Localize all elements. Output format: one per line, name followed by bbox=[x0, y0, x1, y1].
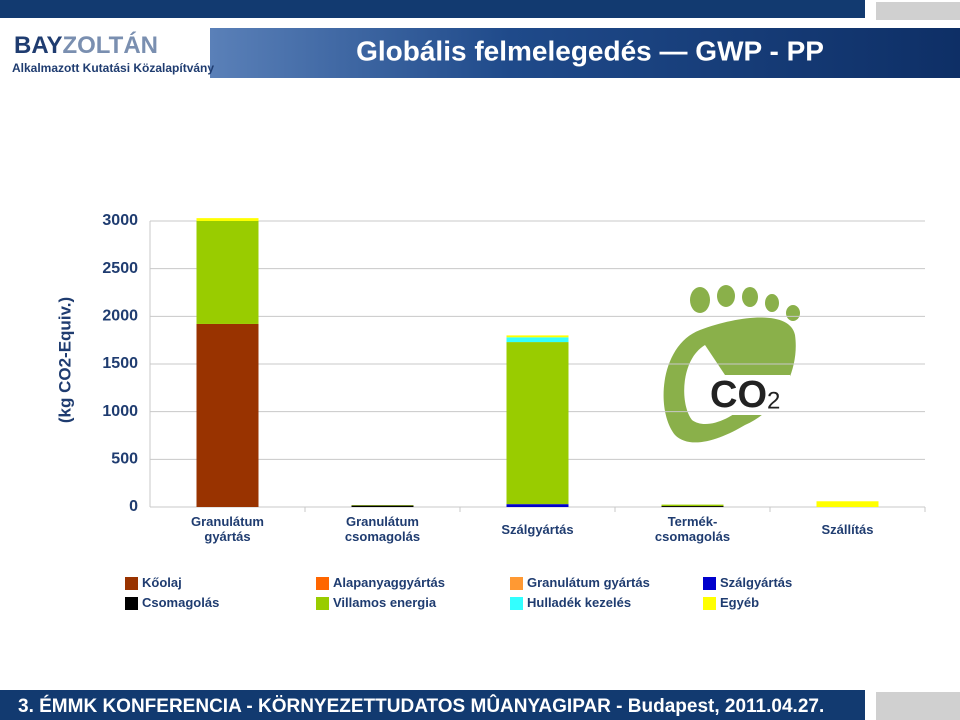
bar-segment bbox=[196, 221, 259, 324]
legend-swatch bbox=[510, 597, 523, 610]
y-tick-label: 0 bbox=[129, 498, 138, 515]
logo: BAYZOLTÁN bbox=[14, 31, 158, 59]
bar-segment bbox=[506, 504, 569, 507]
bar-segment bbox=[506, 342, 569, 505]
legend-swatch bbox=[510, 577, 523, 590]
toe bbox=[690, 287, 710, 313]
y-axis-label: (kg CO2-Equiv.) bbox=[55, 297, 74, 423]
y-tick-label: 2500 bbox=[102, 260, 138, 277]
title-banner bbox=[210, 28, 960, 78]
x-tick-label: Termék- csomagolás bbox=[654, 514, 731, 544]
icon-text: CO bbox=[710, 374, 767, 416]
bar-segment bbox=[506, 337, 569, 343]
footer-text: 3. ÉMMK KONFERENCIA - KÖRNYEZETTUDATOS M… bbox=[18, 695, 824, 717]
legend-swatch bbox=[703, 577, 716, 590]
y-tick-label: 1500 bbox=[102, 355, 138, 372]
footer-box bbox=[876, 692, 960, 720]
legend-label: Szálgyártás bbox=[720, 575, 793, 590]
toe bbox=[742, 287, 758, 307]
y-tick-label: 3000 bbox=[102, 212, 138, 229]
bar-segment bbox=[661, 504, 724, 507]
legend-label: Egyéb bbox=[720, 595, 760, 610]
bar-segment bbox=[196, 218, 259, 221]
x-tick-label: Granulátum gyártás bbox=[191, 514, 264, 544]
legend-label: Villamos energia bbox=[333, 595, 437, 610]
legend-label: Alapanyaggyártás bbox=[333, 575, 445, 590]
toe bbox=[717, 285, 735, 307]
legend-swatch bbox=[316, 597, 329, 610]
footer-bar bbox=[0, 690, 865, 720]
legend-label: Hulladék kezelés bbox=[527, 595, 632, 610]
bar-segment bbox=[661, 506, 724, 507]
top-box bbox=[876, 2, 960, 20]
y-tick-label: 2000 bbox=[102, 308, 138, 325]
x-tick-label: Szállítás bbox=[821, 522, 874, 537]
logo-subtitle: Alkalmazott Kutatási Közalapítvány bbox=[12, 61, 214, 75]
bar-segment bbox=[816, 501, 879, 507]
y-tick-label: 500 bbox=[111, 451, 138, 468]
bar-segment bbox=[351, 505, 414, 507]
toe bbox=[765, 294, 779, 312]
toe bbox=[786, 305, 800, 321]
legend-swatch bbox=[703, 597, 716, 610]
legend-label: Kőolaj bbox=[142, 575, 182, 590]
legend-label: Granulátum gyártás bbox=[527, 575, 650, 590]
icon-subscript: 2 bbox=[767, 387, 780, 414]
bar-segment bbox=[196, 323, 259, 507]
y-tick-label: 1000 bbox=[102, 403, 138, 420]
legend-swatch bbox=[316, 577, 329, 590]
legend-swatch bbox=[125, 577, 138, 590]
top-bar bbox=[0, 0, 865, 18]
legend-swatch bbox=[125, 597, 138, 610]
legend-label: Csomagolás bbox=[142, 595, 220, 610]
x-tick-label: Szálgyártás bbox=[501, 522, 574, 537]
bar-segment bbox=[506, 335, 569, 338]
icon-text-bg bbox=[705, 375, 790, 415]
x-tick-label: Granulátum csomagolás bbox=[344, 514, 421, 544]
slide-title: Globális felmelegedés — GWP - PP bbox=[356, 35, 824, 66]
